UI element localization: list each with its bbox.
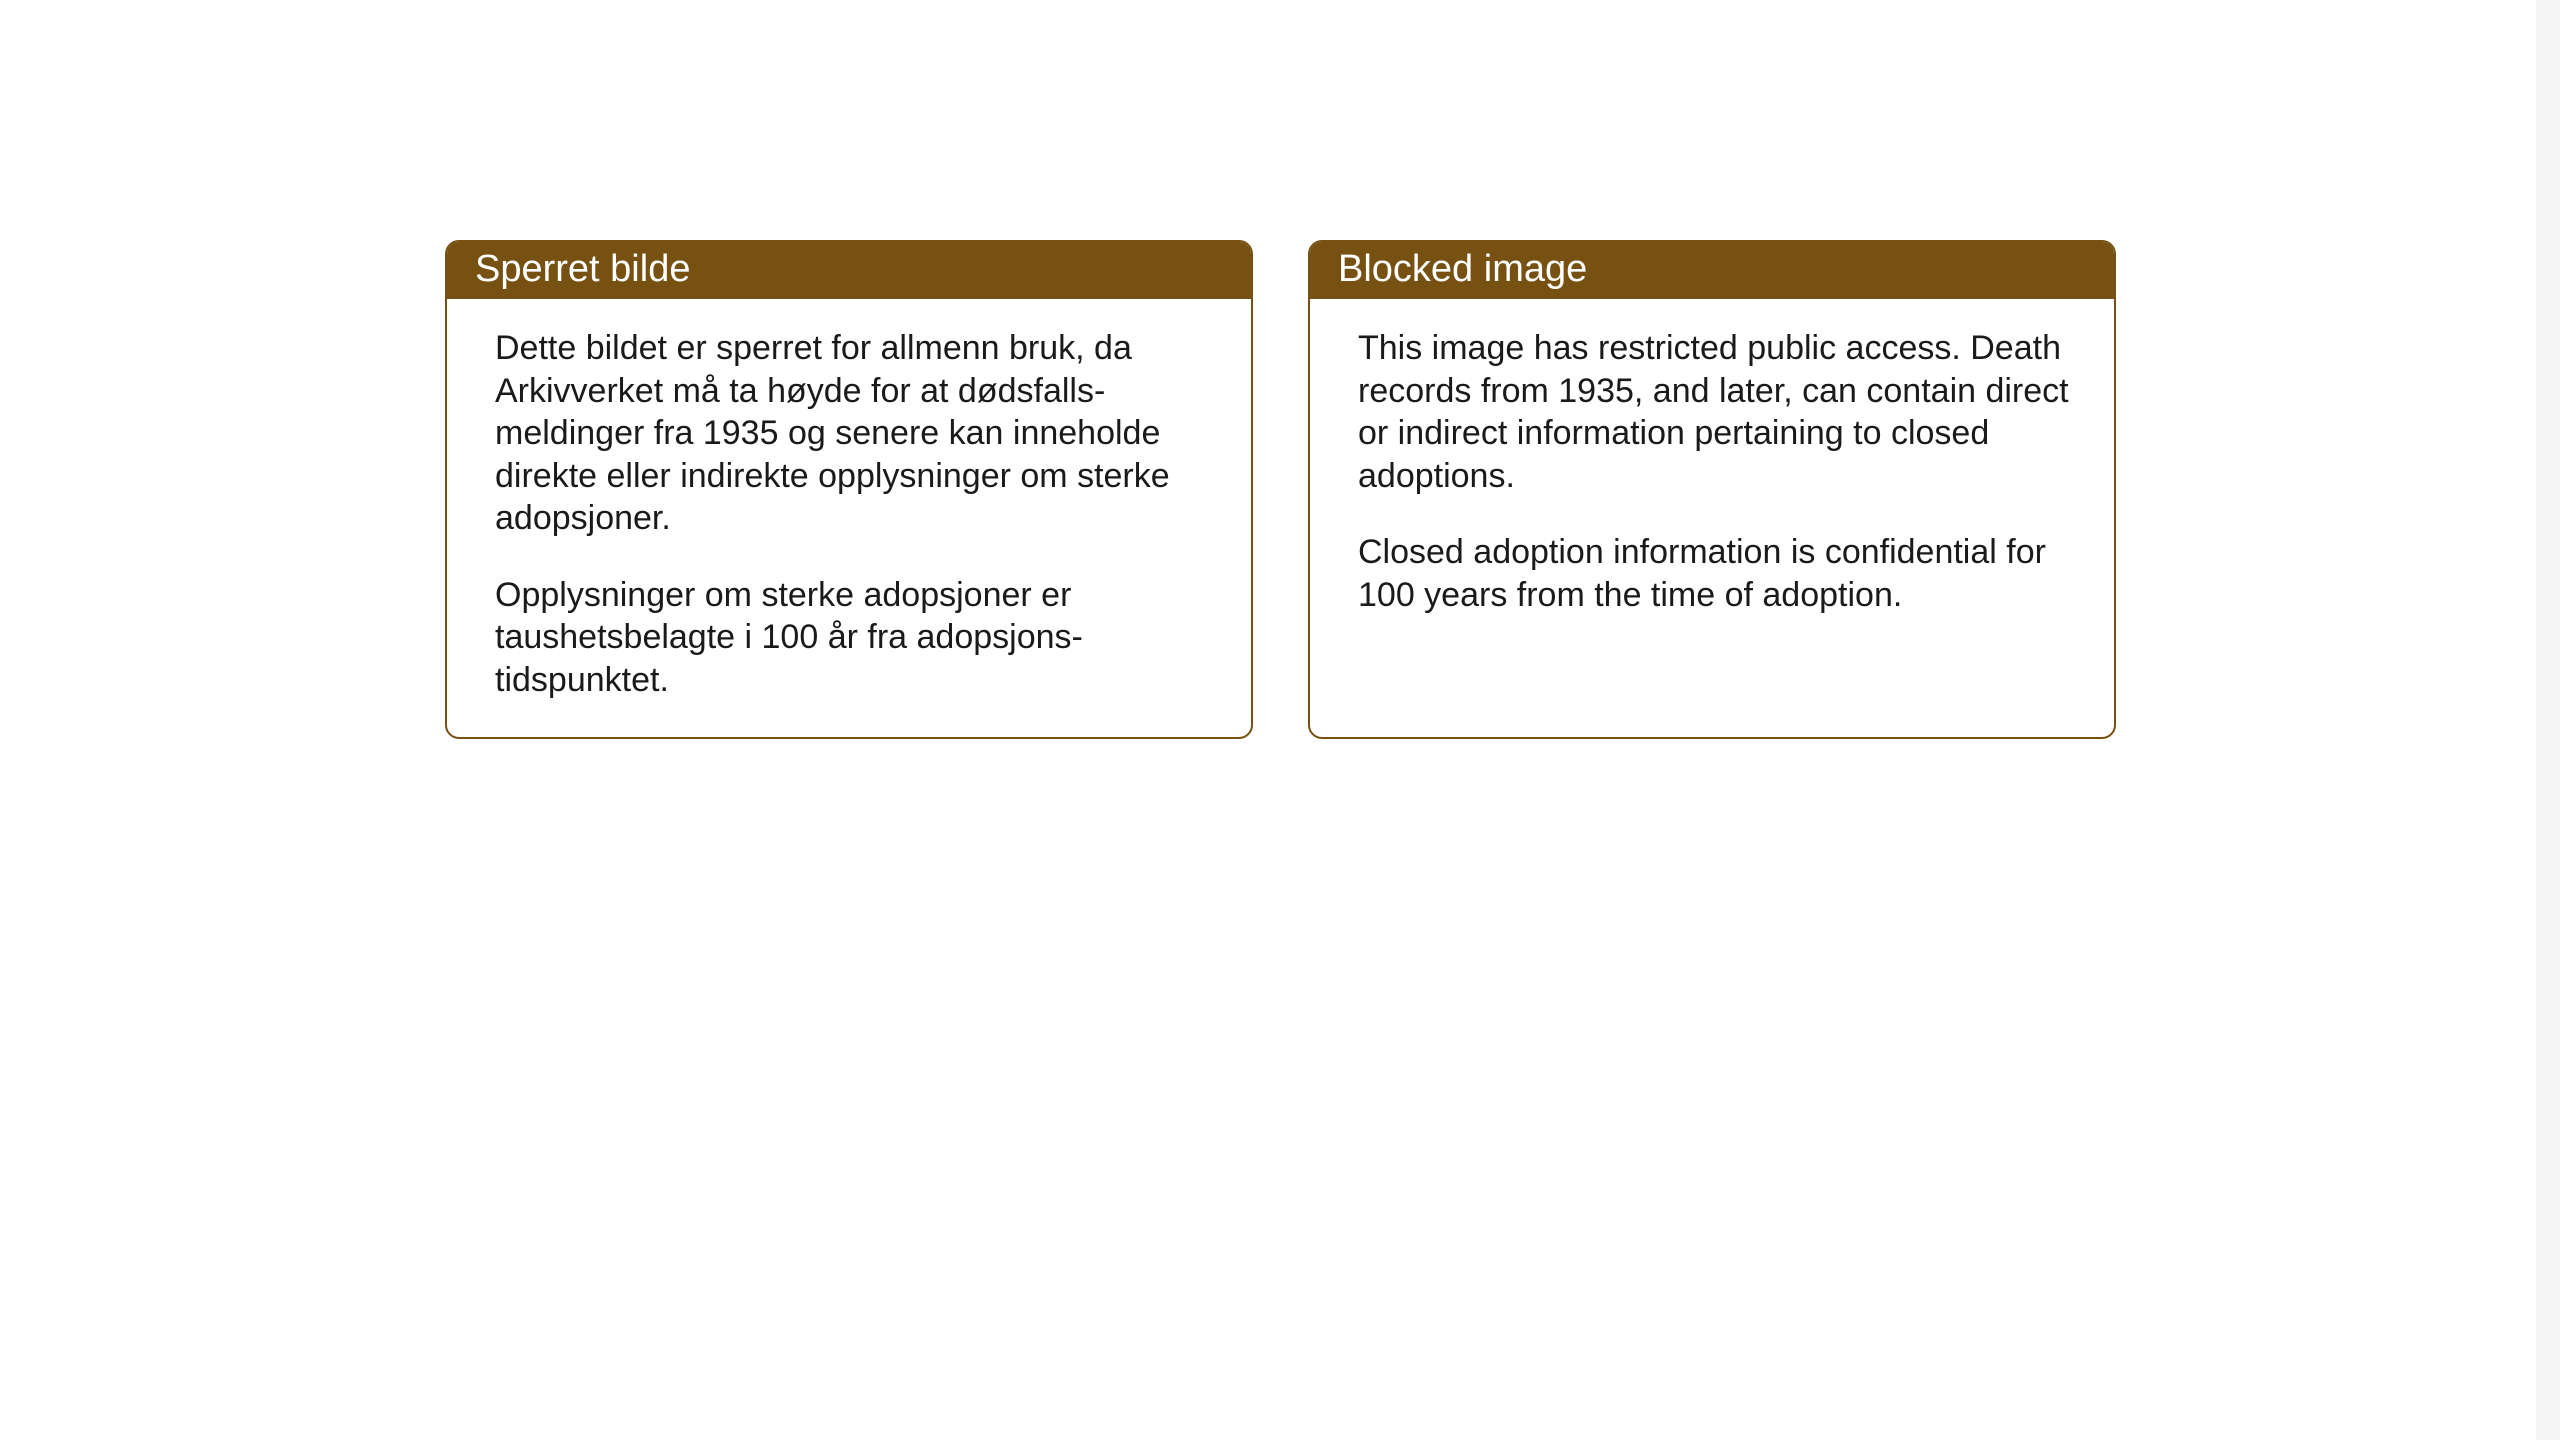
scrollbar-thumb[interactable] bbox=[2538, 0, 2558, 1440]
cards-container: Sperret bilde Dette bildet er sperret fo… bbox=[445, 240, 2116, 739]
card-body-norwegian: Dette bildet er sperret for allmenn bruk… bbox=[447, 299, 1251, 737]
notice-card-english: Blocked image This image has restricted … bbox=[1308, 240, 2116, 739]
notice-card-norwegian: Sperret bilde Dette bildet er sperret fo… bbox=[445, 240, 1253, 739]
card-paragraph-2-norwegian: Opplysninger om sterke adopsjoner er tau… bbox=[495, 574, 1207, 702]
card-paragraph-2-english: Closed adoption information is confident… bbox=[1358, 531, 2070, 616]
card-header-english: Blocked image bbox=[1310, 242, 2114, 299]
card-title-english: Blocked image bbox=[1338, 248, 1587, 290]
card-header-norwegian: Sperret bilde bbox=[447, 242, 1251, 299]
card-body-english: This image has restricted public access.… bbox=[1310, 299, 2114, 652]
card-paragraph-1-norwegian: Dette bildet er sperret for allmenn bruk… bbox=[495, 327, 1207, 540]
card-title-norwegian: Sperret bilde bbox=[475, 248, 690, 290]
scrollbar-track[interactable] bbox=[2536, 0, 2560, 1440]
card-paragraph-1-english: This image has restricted public access.… bbox=[1358, 327, 2070, 497]
